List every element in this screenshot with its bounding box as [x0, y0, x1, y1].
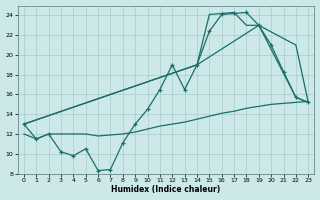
X-axis label: Humidex (Indice chaleur): Humidex (Indice chaleur)	[111, 185, 221, 194]
